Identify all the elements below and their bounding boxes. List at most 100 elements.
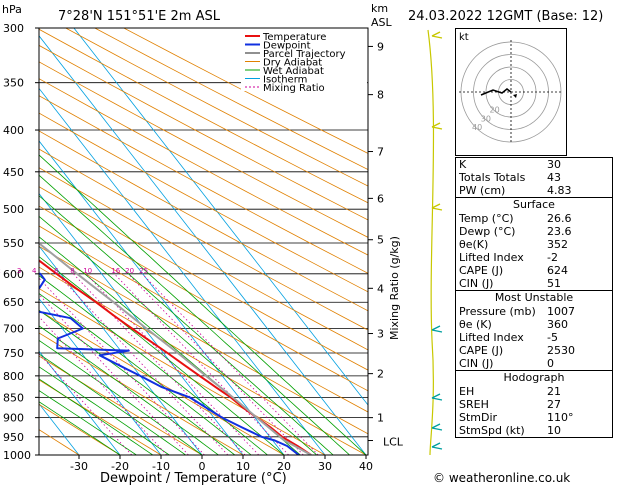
index-key: CIN (J) (459, 357, 494, 370)
wet-adiabat-line (39, 309, 236, 455)
wet-adiabat-line (39, 339, 203, 455)
mixing-ratio-line (39, 353, 133, 455)
index-row: Totals Totals 43 (456, 171, 612, 184)
dry-adiabat-line (39, 205, 368, 392)
dry-adiabat-line (39, 245, 368, 435)
datetime-title: 24.03.2022 12GMT (Base: 12) (408, 9, 603, 24)
pressure-tick-label: 700 (3, 323, 24, 336)
indices-top: K 30 Totals Totals 43 PW (cm) 4.83 (456, 158, 612, 197)
index-value: 624 (547, 264, 568, 277)
index-row: Dewp (°C) 23.6 (456, 225, 612, 238)
km-tick-label: 1 (377, 412, 384, 425)
dry-adiabat-line (39, 61, 368, 238)
x-axis-label: Dewpoint / Temperature (°C) (100, 471, 287, 486)
index-key: CAPE (J) (459, 264, 504, 277)
index-key: StmSpd (kt) (459, 424, 525, 437)
x-tick-label: -10 (152, 460, 170, 473)
pressure-tick-label: 800 (3, 370, 24, 383)
index-key: EH (459, 385, 475, 398)
dry-adiabat-line (94, 28, 368, 171)
pressure-tick-label: 500 (3, 203, 24, 216)
dry-adiabat-line (39, 44, 368, 221)
dry-adiabat-line (39, 167, 368, 351)
index-value: -5 (547, 331, 558, 344)
wet-adiabat-line (39, 154, 367, 455)
dry-adiabat-line (39, 225, 368, 413)
x-tick-label: 10 (236, 460, 250, 473)
wet-adiabat-line (39, 401, 121, 455)
legend-entry: Parcel Trajectory (263, 49, 346, 60)
index-value: 26.6 (547, 212, 572, 225)
index-value: 110° (547, 411, 574, 424)
index-row: CAPE (J) 624 (456, 264, 612, 277)
legend-background (241, 29, 367, 91)
index-key: PW (cm) (459, 184, 506, 197)
pressure-tick-label: 450 (3, 166, 24, 179)
background-lines (39, 28, 368, 455)
pressure-tick-label: 850 (3, 391, 24, 404)
wind-barb (431, 31, 443, 39)
dry-adiabat-line (39, 130, 368, 312)
dry-adiabat-line (39, 186, 368, 371)
mixing-ratio-line (73, 273, 246, 455)
wet-adiabat-line (39, 293, 252, 455)
index-row: Temp (°C) 26.6 (456, 212, 612, 225)
index-row: EH 21 (456, 385, 612, 398)
wet-adiabat-line (39, 215, 318, 455)
x-tick-label: 0 (199, 460, 206, 473)
index-value: 10 (547, 424, 561, 437)
index-row: θe (K) 360 (456, 318, 612, 331)
lcl-label: LCL (383, 436, 404, 449)
dry-adiabat-line (39, 78, 368, 256)
km-tick-label: 4 (377, 282, 384, 295)
pressure-tick-label: 350 (3, 77, 24, 90)
mixing-ratio-line (56, 273, 229, 455)
index-key: CIN (J) (459, 277, 494, 290)
index-key: SREH (459, 398, 489, 411)
legend-entry: Isotherm (263, 75, 307, 86)
mixing-ratio-tick-label: 2 (0, 267, 1, 275)
dry-adiabat-line (39, 332, 244, 455)
index-key: Dewp (°C) (459, 225, 516, 238)
dry-adiabat-line (39, 309, 285, 455)
pressure-tick-label: 1000 (3, 449, 31, 462)
mixing-ratio-line (39, 277, 205, 455)
pressure-tick-label: 400 (3, 124, 24, 137)
wet-adiabat-line (39, 174, 350, 455)
legend-entry: Dry Adiabat (263, 58, 322, 69)
index-row: CIN (J) 0 (456, 357, 612, 370)
index-value: -2 (547, 251, 558, 264)
km-tick-label: 2 (377, 368, 384, 381)
isotherm-line (39, 140, 285, 455)
pressure-tick-label: 950 (3, 431, 24, 444)
axes: 3003504004505005506006507007508008509009… (3, 22, 404, 473)
mixing-ratio-tick-label: 10 (83, 267, 92, 275)
index-key: Temp (°C) (459, 212, 514, 225)
legend-entry: Wet Adiabat (263, 66, 324, 77)
series-dewpoint (39, 272, 300, 455)
index-row: Pressure (mb) 1007 (456, 305, 612, 318)
km-tick-label: 5 (377, 234, 384, 247)
mixing-ratio-line (85, 273, 260, 455)
index-key: CAPE (J) (459, 344, 504, 357)
km-label: km (371, 2, 388, 15)
pressure-tick-label: 550 (3, 237, 24, 250)
km-tick-label: 9 (377, 40, 384, 53)
pressure-tick-label: 650 (3, 296, 24, 309)
hodograph-header: Hodograph (456, 370, 612, 385)
index-value: 21 (547, 385, 561, 398)
index-value: 2530 (547, 344, 575, 357)
wet-adiabat-line (39, 366, 170, 455)
mixing-ratio-tick-label: 16 (111, 267, 120, 275)
index-value: 352 (547, 238, 568, 251)
dry-adiabat-line (39, 112, 368, 293)
x-tick-label: 40 (359, 460, 373, 473)
wet-adiabat-line (39, 390, 137, 455)
wet-adiabat-line (39, 378, 154, 455)
hodograph-trace (480, 88, 512, 96)
indices-table: K 30 Totals Totals 43 PW (cm) 4.83 Surface Te… (455, 157, 613, 438)
most-unstable-indices: Pressure (mb) 1007 θe (K) 360 Lifted Index -5… (456, 305, 612, 370)
most-unstable-header: Most Unstable (456, 290, 612, 305)
surface-header: Surface (456, 197, 612, 212)
